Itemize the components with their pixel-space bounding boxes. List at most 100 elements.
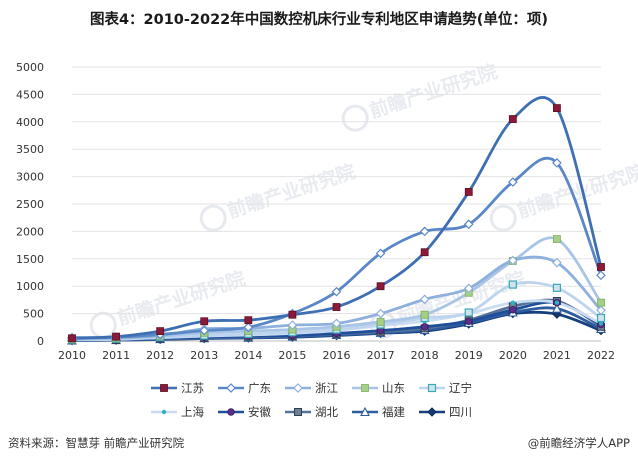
data-point	[420, 323, 429, 331]
legend-item: 辽宁	[418, 380, 485, 396]
legend-swatch	[352, 384, 378, 392]
data-point	[552, 158, 562, 168]
watermark-text: 前瞻产业研究院	[224, 160, 358, 223]
data-point	[463, 283, 474, 294]
data-point	[598, 321, 604, 326]
data-point	[509, 306, 517, 314]
legend: 江苏 广东 浙江 山东 辽宁 上海 安徽 湖北 福建 四川	[150, 376, 570, 424]
legend-item: 湖北	[284, 404, 351, 420]
legend-marker	[161, 409, 167, 415]
y-tick-label: 2500	[16, 198, 44, 211]
x-tick-label: 2020	[499, 349, 527, 362]
data-point	[507, 177, 518, 187]
legend-item: 上海	[150, 404, 217, 420]
x-tick-label: 2018	[411, 349, 439, 362]
data-point	[464, 308, 473, 317]
legend-swatch	[285, 383, 311, 393]
y-tick-label: 4500	[16, 88, 44, 101]
legend-swatch	[151, 409, 177, 415]
x-axis: 2010 2011 2012 2013 2014 2015 2016 2017 2018 2019…	[58, 349, 615, 362]
data-point	[288, 310, 297, 319]
x-tick-label: 2019	[455, 349, 483, 362]
legend-marker	[427, 407, 437, 417]
data-point	[332, 303, 341, 311]
legend-marker	[361, 384, 369, 392]
data-point	[331, 318, 342, 329]
y-tick-label: 4000	[16, 116, 44, 129]
legend-swatch	[218, 408, 244, 416]
legend-row: 江苏 广东 浙江 山东 辽宁	[150, 376, 570, 400]
legend-marker	[360, 406, 370, 417]
data-point	[596, 270, 606, 281]
y-tick-label: 0	[37, 335, 44, 348]
x-tick-label: 2022	[587, 349, 615, 362]
legend-marker	[294, 408, 302, 416]
data-point	[554, 300, 560, 305]
legend-item: 浙江	[284, 380, 351, 396]
legend-label: 江苏	[181, 381, 204, 395]
data-point	[244, 316, 253, 325]
data-point	[376, 317, 385, 326]
legend-label: 福建	[382, 405, 405, 419]
y-tick-label: 3500	[16, 143, 44, 156]
legend-label: 安徽	[248, 405, 271, 419]
data-point	[287, 320, 298, 330]
legend-swatch	[352, 406, 378, 417]
data-point	[553, 235, 561, 243]
legend-label: 广东	[248, 381, 271, 395]
legend-swatch	[419, 383, 445, 393]
data-point	[463, 219, 474, 230]
series-markers	[67, 104, 606, 346]
data-point	[465, 317, 473, 325]
y-tick-label: 3000	[16, 171, 44, 184]
legend-marker	[427, 383, 437, 393]
data-point	[420, 310, 429, 319]
source-note: 资料来源：智慧芽 前瞻产业研究院	[8, 436, 185, 450]
legend-item: 四川	[418, 404, 485, 420]
legend-label: 山东	[382, 381, 405, 395]
data-point	[464, 188, 473, 196]
legend-swatch	[151, 384, 177, 392]
y-tick-label: 1000	[16, 280, 44, 293]
legend-label: 浙江	[315, 381, 338, 395]
data-point	[552, 303, 562, 313]
legend-marker	[160, 384, 168, 392]
legend-label: 四川	[449, 405, 472, 419]
data-point	[68, 334, 76, 343]
x-tick-label: 2010	[58, 349, 86, 362]
legend-swatch	[419, 407, 445, 417]
data-point	[200, 317, 209, 326]
data-point	[596, 313, 606, 323]
data-point	[156, 327, 165, 336]
data-point	[419, 226, 430, 237]
x-tick-label: 2014	[234, 349, 262, 362]
data-point	[507, 255, 518, 266]
y-axis: 0 500 1000 1500 2000 2500 3000 3500 4000 4500 5000	[16, 61, 44, 348]
data-point	[552, 283, 562, 292]
x-tick-label: 2011	[102, 349, 130, 362]
data-point	[376, 282, 385, 291]
legend-marker	[293, 383, 303, 393]
data-point	[243, 322, 254, 333]
legend-label: 辽宁	[449, 381, 472, 395]
legend-marker	[226, 383, 236, 393]
chart-title: 图表4：2010-2022年中国数控机床行业专利地区申请趋势(单位：项)	[89, 12, 549, 28]
legend-item: 江苏	[150, 380, 217, 396]
data-point	[331, 286, 342, 297]
legend-marker	[227, 408, 235, 416]
data-point	[596, 305, 606, 316]
legend-item: 安徽	[217, 404, 284, 420]
watermark: 前瞻产业研究院	[199, 160, 358, 232]
y-tick-label: 2000	[16, 225, 44, 238]
y-tick-label: 5000	[16, 61, 44, 74]
data-point	[112, 332, 120, 341]
y-tick-label: 500	[23, 308, 44, 321]
x-tick-label: 2012	[146, 349, 174, 362]
legend-label: 湖北	[315, 405, 338, 419]
legend-swatch	[218, 383, 244, 393]
legend-row: 上海 安徽 湖北 福建 四川	[150, 400, 570, 424]
x-tick-label: 2017	[367, 349, 395, 362]
data-point	[375, 308, 386, 319]
data-point	[552, 257, 562, 268]
legend-swatch	[285, 408, 311, 416]
